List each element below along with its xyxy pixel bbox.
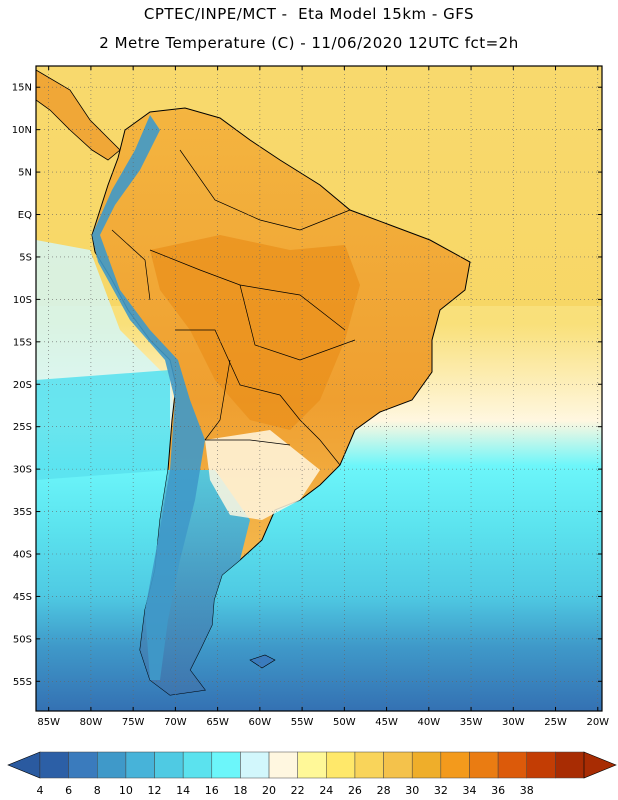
lat-label: 55S [13,677,32,688]
colorbar-tick-label: 20 [262,784,276,797]
colorbar-swatch [526,751,556,779]
pacific-cold-water [36,370,170,480]
colorbar-tick-label: 26 [348,784,362,797]
lon-label: 25W [544,717,567,728]
colorbar-swatch [326,751,356,779]
map-frame [35,65,603,712]
colorbar-swatch [211,751,241,779]
colorbar-swatch [182,751,213,779]
colorbar-swatch [68,751,98,779]
colorbar-swatch [555,751,585,779]
colorbar [7,751,617,779]
axis-ticks [36,66,602,711]
lat-label: 30S [13,465,32,476]
lon-label: 75W [122,717,145,728]
colorbar-labels: 4 6 8 10 12 14 16 18 20 22 24 26 28 30 32 34 36 38 [37,784,534,797]
colorbar-tick-label: 36 [491,784,505,797]
colorbar-swatch [297,751,327,779]
lon-label: 30W [502,717,525,728]
lon-label: 55W [291,717,314,728]
lat-label: 50S [13,634,32,645]
hot-interior [150,235,360,430]
lon-label: 35W [460,717,483,728]
latitude-labels: 15N 10N 5N EQ 5S 10S 15S 20S 25S 30S 35S 40S 45S 50S 5… [12,83,32,688]
colorbar-tick-label: 8 [94,784,101,797]
lat-label: 15S [13,337,32,348]
colorbar-tick-label: 14 [176,784,190,797]
colorbar-tick-label: 34 [462,784,476,797]
lon-label: 50W [333,717,356,728]
lat-label: 5S [19,252,32,263]
colorbar-swatch [440,751,470,779]
lat-label: 35S [13,507,32,518]
colorbar-swatch [469,751,499,779]
lon-label: 80W [80,717,103,728]
colorbar-tick-label: 16 [205,784,219,797]
colorbar-tick-label: 18 [233,784,247,797]
colorbar-swatch [268,751,298,779]
lat-label: 25S [13,422,32,433]
lon-label: 65W [206,717,229,728]
colorbar-swatch [97,751,127,779]
colorbar-swatch [497,751,527,779]
colorbar-swatch [354,751,384,779]
colorbar-swatch [125,751,155,779]
lon-label: 20W [586,717,609,728]
colorbar-tick-label: 24 [319,784,333,797]
colorbar-tick-label: 28 [377,784,391,797]
andes-range [92,115,205,680]
lon-label: 45W [375,717,398,728]
lon-label: 60W [249,717,272,728]
lat-label: 45S [13,592,32,603]
colorbar-tick-label: 4 [37,784,44,797]
pampas-mild [205,430,320,520]
lon-label: 70W [164,717,187,728]
lat-label: 5N [18,168,32,179]
lat-label: EQ [18,210,32,221]
falkland-islands [249,654,276,669]
colorbar-tick-label: 32 [434,784,448,797]
colorbar-over-arrow [583,751,617,779]
central-america [36,69,121,161]
colorbar-tick-label: 10 [119,784,133,797]
lat-label: 10N [12,125,32,136]
lat-label: 20S [13,380,32,391]
lon-label: 40W [418,717,441,728]
lat-label: 10S [13,295,32,306]
lat-label: 15N [12,83,32,94]
colorbar-swatch [383,751,413,779]
title-line-1: CPTEC/INPE/MCT - Eta Model 15km - GFS [143,5,475,23]
colorbar-swatch [240,751,270,779]
colorbar-tick-label: 30 [405,784,419,797]
colorbar-tick-label: 6 [65,784,72,797]
colorbar-tick-label: 38 [520,784,534,797]
title-line-2: 2 Metre Temperature (C) - 11/06/2020 12U… [99,34,519,52]
colorbar-swatch [39,751,69,779]
lon-label: 85W [37,717,60,728]
longitude-labels: 85W 80W 75W 70W 65W 60W 55W 50W 45W 40W 35W 30W 25W 2… [37,717,609,728]
colorbar-tick-label: 22 [291,784,305,797]
colorbar-under-arrow [7,751,41,779]
lat-label: 40S [13,549,32,560]
colorbar-swatch [154,751,184,779]
colorbar-tick-label: 12 [148,784,162,797]
colorbar-swatch [411,751,442,779]
